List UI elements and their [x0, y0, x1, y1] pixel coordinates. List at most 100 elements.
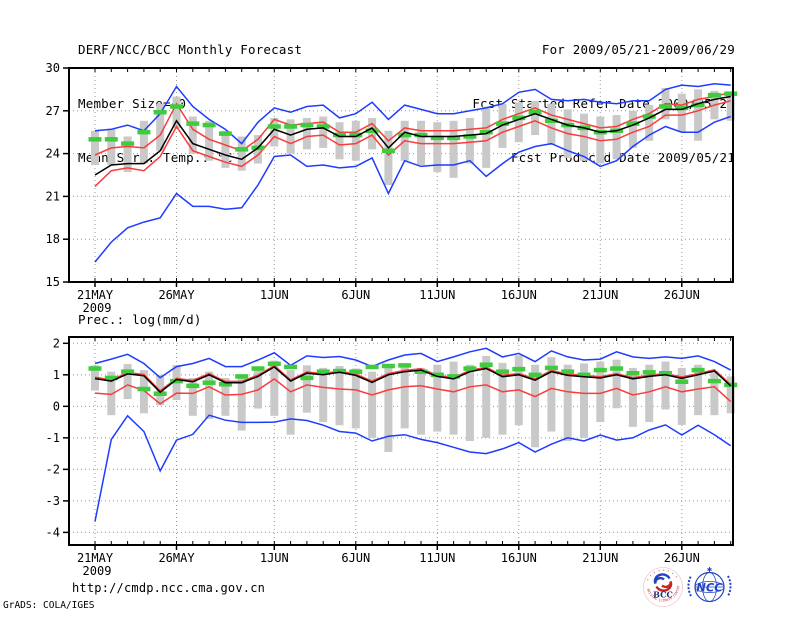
spread-bar-gray [514, 102, 523, 143]
spread-bar-gray [531, 100, 540, 136]
spread-bar-gray [449, 120, 458, 178]
y-tick-label: -4 [46, 525, 60, 539]
spread-bar-gray [123, 136, 132, 173]
spread-bar-gray [221, 377, 230, 416]
source-url: http://cmdp.ncc.cma.gov.cn [72, 581, 266, 595]
spread-bar-gray [319, 116, 328, 148]
spread-bar-gray [482, 106, 491, 168]
spread-bar-gray [351, 368, 360, 429]
spread-bar-gray [319, 367, 328, 423]
series-envelope-max-blue [94, 82, 731, 145]
spread-bar-gray [465, 364, 474, 441]
spread-bar-gray [335, 365, 344, 426]
spread-bar-gray [139, 120, 148, 164]
spread-bar-gray [205, 120, 214, 161]
y-tick-label: 27 [46, 104, 60, 118]
x-tick-label: 21MAY [77, 551, 114, 565]
spread-bar-gray [237, 374, 246, 431]
spread-bar-gray [286, 370, 295, 435]
spread-bar-gray [139, 370, 148, 414]
spread-bar-gray [302, 365, 311, 413]
bcc-swirl-blue [653, 573, 671, 585]
plot-border [68, 67, 734, 283]
ncc-label: NCC [696, 581, 723, 595]
y-tick-label: 30 [46, 61, 60, 75]
spread-bar-gray [384, 130, 393, 185]
spread-bar-gray [580, 363, 588, 438]
spread-bar-gray [384, 367, 393, 453]
spread-bar-gray [498, 362, 507, 435]
spread-bar-gray [677, 93, 686, 133]
y-tick-label: -3 [46, 494, 60, 508]
series-upper-red [94, 91, 731, 156]
spread-bar-gray [254, 366, 262, 409]
temperature-chart: 30 27 24 21 18 15 21MAY 26MAY 1JUN 6JUN 11JUN 16JUN… [46, 61, 738, 315]
spread-bar-gray [302, 117, 311, 150]
y-tick-label: 0 [53, 399, 60, 413]
precipitation-chart: 2 1 0 -1 -2 -3 -4 21MAY 26MAY 1JUN 6JUN 11JUN 16JUN 2… [46, 336, 738, 578]
precipitation-chart-title: Prec.: log(mm/d) [78, 312, 202, 327]
spread-bar-gray [677, 367, 686, 425]
spread-bar-gray [123, 364, 132, 400]
spread-bar-gray [368, 117, 377, 150]
series-ensemble-mean-black [94, 365, 732, 394]
grads-credit: GrADS: COLA/IGES [3, 600, 95, 611]
spread-bar-gray [172, 96, 181, 128]
series-lower-red [94, 377, 732, 405]
spread-bar-gray [433, 364, 442, 432]
spread-bar-gray [221, 130, 230, 168]
spread-bar-gray [628, 110, 637, 148]
spread-bar-gray [449, 361, 458, 435]
spread-bar-gray [726, 92, 735, 121]
ncc-snowflake-icon [707, 567, 712, 572]
spread-bar-gray [465, 117, 474, 164]
series-upper-red [94, 364, 732, 392]
x-axis-year-label: 2009 [83, 301, 112, 315]
x-tick-label: 1JUN [260, 551, 289, 565]
ncc-globe [687, 567, 732, 603]
spread-bar-gray [188, 116, 197, 154]
x-tick-label: 26MAY [158, 288, 195, 302]
spread-bar-gray [188, 377, 197, 416]
x-tick-label: 16JUN [501, 551, 537, 565]
spread-bar-gray [547, 357, 556, 432]
spread-bar-gray [482, 355, 491, 438]
series-envelope-min-blue [94, 414, 732, 522]
spread-bar-gray [661, 361, 670, 410]
y-tick-label: 18 [46, 232, 60, 246]
spread-bar-gray [645, 364, 654, 423]
x-tick-label: 21JUN [582, 551, 618, 565]
x-tick-label: 1JUN [260, 288, 289, 302]
series-lower-red [94, 100, 731, 187]
spread-bar-gray [694, 89, 703, 141]
spread-bar-gray [596, 361, 605, 423]
x-tick-label: 21JUN [582, 288, 618, 302]
y-tick-label: 24 [46, 147, 60, 161]
plot-border [68, 336, 734, 546]
spread-bar-gray [628, 367, 637, 427]
spread-bar-gray [417, 367, 425, 435]
y-tick-label: 2 [53, 336, 60, 350]
x-tick-label: 6JUN [341, 288, 370, 302]
spread-bar-gray [156, 103, 165, 151]
spread-bar-gray [91, 130, 99, 166]
spread-bar-gray [270, 360, 279, 416]
spread-bar-gray [400, 365, 409, 429]
y-tick-label: -2 [46, 462, 60, 476]
spread-bar-gray [368, 371, 377, 438]
x-tick-label: 16JUN [501, 288, 537, 302]
y-tick-label: 21 [46, 189, 60, 203]
spread-bar-gray [237, 136, 246, 171]
spread-bar-gray [107, 371, 116, 416]
spread-bar-gray [433, 122, 442, 173]
x-tick-label: 11JUN [419, 288, 455, 302]
spread-bar-gray [645, 105, 654, 141]
spread-bar-gray [547, 103, 556, 146]
forecast-range-label: For 2009/05/21-2009/06/29 [541, 42, 735, 57]
x-tick-label: 11JUN [419, 551, 455, 565]
x-tick-label: 26JUN [664, 551, 700, 565]
spread-bar-gray [710, 371, 719, 416]
y-tick-label: 1 [53, 368, 60, 382]
